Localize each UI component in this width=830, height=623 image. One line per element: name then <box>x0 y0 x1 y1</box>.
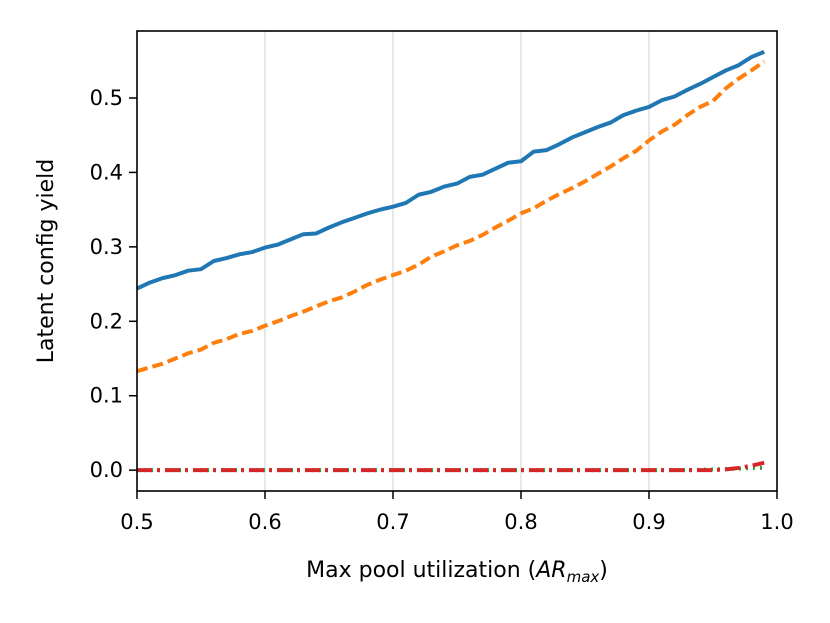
x-axis: 0.5 0.6 0.7 0.8 0.9 1.0 <box>120 491 794 534</box>
x-tick-label: 1.0 <box>760 510 793 534</box>
x-tick-label: 0.6 <box>248 510 281 534</box>
series-line-2 <box>136 59 766 374</box>
x-tick-label: 0.8 <box>504 510 537 534</box>
series-line-1 <box>136 49 765 291</box>
x-tick-label: 0.7 <box>376 510 409 534</box>
series-line-4 <box>137 460 765 473</box>
x-axis-label-subscript: max <box>567 568 600 586</box>
x-axis-label: Max pool utilization (ARmax) <box>306 558 608 586</box>
plot-frame <box>136 30 778 492</box>
x-axis-label-text: Max pool utilization ( <box>306 558 536 583</box>
y-tick-label: 0.3 <box>90 235 123 259</box>
y-axis: 0.0 0.1 0.2 0.3 0.4 0.5 <box>90 86 137 482</box>
y-tick-label: 0.4 <box>90 160 123 184</box>
y-tick-label: 0.5 <box>90 86 123 110</box>
x-axis-label-math: AR <box>534 558 566 583</box>
x-tick-label: 0.5 <box>120 510 153 534</box>
y-tick-label: 0.1 <box>90 384 123 408</box>
x-axis-label-close: ) <box>599 558 608 583</box>
y-tick-label: 0.2 <box>90 309 123 333</box>
y-tick-label: 0.0 <box>90 458 123 482</box>
x-tick-label: 0.9 <box>632 510 665 534</box>
y-axis-label: Latent config yield <box>34 159 59 364</box>
series-layer <box>136 49 766 473</box>
